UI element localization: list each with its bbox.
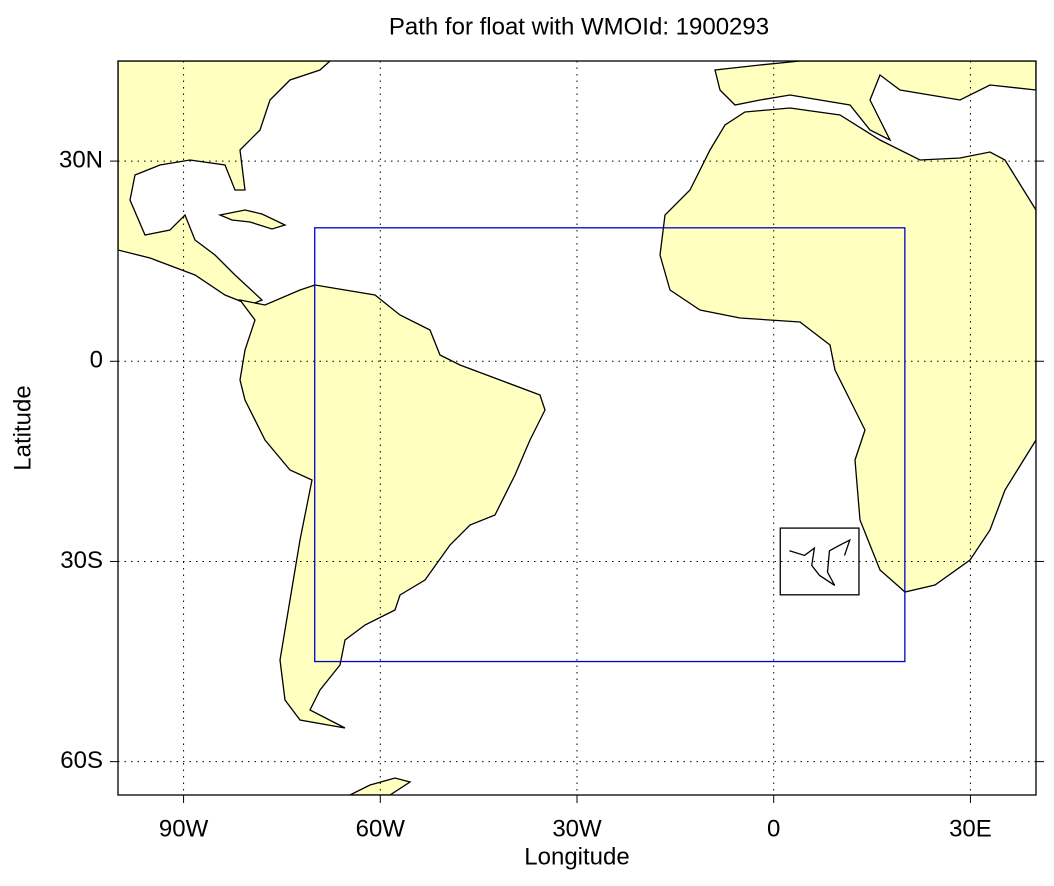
float-path bbox=[789, 538, 851, 587]
x-tick-label: 0 bbox=[767, 815, 780, 842]
inset-box bbox=[779, 527, 860, 596]
y-tick-label: 30S bbox=[60, 547, 103, 574]
y-axis-label: Latitude bbox=[9, 385, 36, 470]
africa bbox=[659, 107, 1036, 593]
cuba bbox=[217, 209, 287, 230]
y-tick-label: 0 bbox=[90, 347, 103, 374]
x-tick-label: 90W bbox=[159, 815, 209, 842]
marks bbox=[314, 227, 906, 663]
europe bbox=[714, 61, 1036, 142]
south-america bbox=[238, 284, 546, 729]
y-tick-label: 60S bbox=[60, 747, 103, 774]
x-tick-label: 30W bbox=[552, 815, 602, 842]
x-axis-label: Longitude bbox=[524, 843, 629, 870]
north-america bbox=[118, 61, 331, 306]
x-tick-label: 30E bbox=[949, 815, 992, 842]
region-box bbox=[314, 227, 906, 663]
plot-frame bbox=[117, 60, 1037, 796]
chart-title: Path for float with WMOId: 1900293 bbox=[389, 13, 769, 40]
land bbox=[118, 61, 1036, 795]
y-tick-label: 30N bbox=[59, 146, 103, 173]
grid bbox=[110, 61, 1044, 803]
antarctic-peninsula bbox=[349, 777, 412, 795]
x-tick-label: 60W bbox=[356, 815, 406, 842]
